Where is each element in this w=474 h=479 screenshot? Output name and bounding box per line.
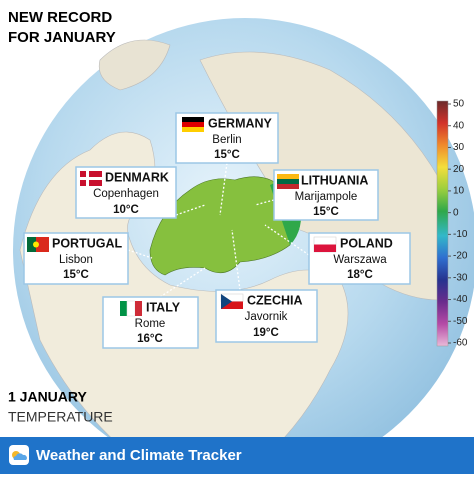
tick-label: -10 — [453, 229, 468, 240]
temperature: 16°C — [137, 333, 163, 345]
city: Rome — [135, 318, 166, 330]
tick-label: 40 — [453, 120, 465, 131]
city: Javornik — [245, 311, 288, 323]
tick-label: -60 — [453, 338, 468, 349]
variable: TEMPERATURE — [8, 409, 113, 425]
callout: GERMANY Berlin 15°C — [175, 112, 279, 164]
country: CZECHIA — [247, 293, 303, 307]
country: ITALY — [146, 300, 181, 314]
city: Warszawa — [333, 254, 387, 266]
temperature: 10°C — [113, 204, 139, 216]
tick-label: 30 — [453, 142, 465, 153]
tick-label: -30 — [453, 272, 468, 283]
callout: POLAND Warszawa 18°C — [308, 232, 411, 285]
footer-bar — [0, 437, 474, 474]
callout: CZECHIA Javornik 19°C — [215, 289, 318, 343]
country: PORTUGAL — [52, 236, 123, 250]
city: Copenhagen — [93, 188, 159, 200]
callout: DENMARK Copenhagen 10°C — [75, 166, 177, 219]
tick-label: -40 — [453, 294, 468, 305]
leader-lines — [127, 162, 310, 298]
colorbar-ticks: 50 40 30 20 10 0 -10 -20 -30 -40 -50 -60 — [448, 99, 468, 349]
country: POLAND — [340, 236, 393, 250]
country: DENMARK — [105, 170, 169, 184]
city: Lisbon — [59, 254, 93, 266]
callout: LITHUANIA Marijampole 15°C — [273, 169, 379, 221]
city: Marijampole — [295, 191, 358, 203]
temperature: 15°C — [214, 149, 240, 161]
temperature: 19°C — [253, 327, 279, 339]
country: GERMANY — [208, 116, 273, 130]
title-line: FOR JANUARY — [8, 29, 116, 46]
tick-label: 50 — [453, 99, 465, 110]
footer-title: Weather and Climate Tracker — [36, 447, 242, 464]
tick-label: 10 — [453, 186, 465, 197]
country: LITHUANIA — [301, 173, 368, 187]
temperature: 18°C — [347, 269, 373, 281]
tick-label: 20 — [453, 164, 465, 175]
colorbar — [436, 100, 449, 347]
tick-label: 0 — [453, 207, 459, 218]
city: Berlin — [212, 134, 241, 146]
date: 1 JANUARY — [8, 389, 87, 405]
callout: ITALY Rome 16°C — [102, 296, 199, 349]
temperature: 15°C — [313, 206, 339, 218]
callout: PORTUGAL Lisbon 15°C — [23, 232, 129, 285]
temperature: 15°C — [63, 269, 89, 281]
tick-label: -50 — [453, 316, 468, 327]
title-line: NEW RECORD — [8, 9, 112, 26]
tick-label: -20 — [453, 251, 468, 262]
